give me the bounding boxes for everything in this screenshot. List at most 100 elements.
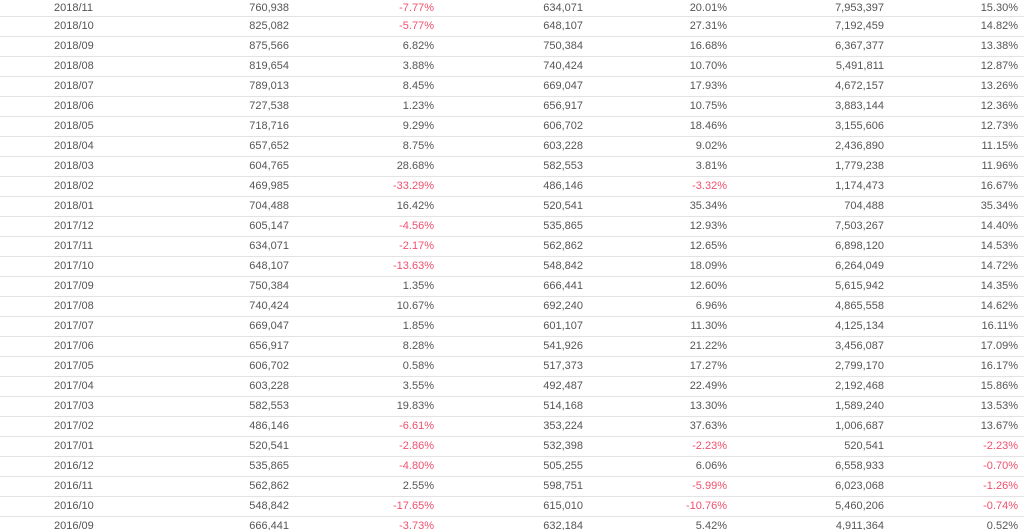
change-b-cell: 17.27%: [589, 356, 733, 377]
cumulative-change-cell: 11.15%: [890, 136, 1024, 157]
value-a-cell: 656,917: [134, 336, 295, 357]
value-b-cell: 692,240: [440, 296, 589, 317]
change-b-cell: 10.75%: [589, 96, 733, 117]
value-a-cell: 669,047: [134, 316, 295, 337]
cumulative-cell: 3,456,087: [733, 336, 890, 357]
change-a-cell: -6.61%: [295, 416, 440, 437]
month-cell: 2018/08: [0, 56, 134, 77]
cumulative-change-cell: -2.23%: [890, 436, 1024, 457]
value-a-cell: 634,071: [134, 236, 295, 257]
table-row: 2017/07 669,047 1.85% 601,107 11.30% 4,125,13…: [0, 316, 1024, 337]
value-b-cell: 603,228: [440, 136, 589, 157]
value-b-cell: 532,398: [440, 436, 589, 457]
table-row: 2017/02 486,146 -6.61% 353,224 37.63% 1,006,6…: [0, 416, 1024, 437]
value-a-cell: 740,424: [134, 296, 295, 317]
cumulative-change-cell: 15.86%: [890, 376, 1024, 397]
change-b-cell: 22.49%: [589, 376, 733, 397]
table-row: 2018/01 704,488 16.42% 520,541 35.34% 704,488…: [0, 196, 1024, 217]
table-row: 2018/04 657,652 8.75% 603,228 9.02% 2,436,890…: [0, 136, 1024, 157]
change-a-cell: -4.80%: [295, 456, 440, 477]
change-b-cell: 10.70%: [589, 56, 733, 77]
change-b-cell: 11.30%: [589, 316, 733, 337]
change-b-cell: 16.68%: [589, 36, 733, 57]
change-a-cell: 8.28%: [295, 336, 440, 357]
value-a-cell: 875,566: [134, 36, 295, 57]
cumulative-change-cell: 14.72%: [890, 256, 1024, 277]
cumulative-cell: 4,672,157: [733, 76, 890, 97]
table-row: 2018/10 825,082 -5.77% 648,107 27.31% 7,192,4…: [0, 16, 1024, 37]
table-row: 2016/10 548,842 -17.65% 615,010 -10.76% 5,460…: [0, 496, 1024, 517]
value-a-cell: 582,553: [134, 396, 295, 417]
table-row: 2017/06 656,917 8.28% 541,926 21.22% 3,456,08…: [0, 336, 1024, 357]
change-a-cell: 16.42%: [295, 196, 440, 217]
month-cell: 2016/10: [0, 496, 134, 517]
value-a-cell: 750,384: [134, 276, 295, 297]
table-row: 2018/03 604,765 28.68% 582,553 3.81% 1,779,23…: [0, 156, 1024, 177]
cumulative-change-cell: 13.38%: [890, 36, 1024, 57]
cumulative-change-cell: -1.26%: [890, 476, 1024, 497]
value-b-cell: 634,071: [440, 0, 589, 17]
month-cell: 2018/01: [0, 196, 134, 217]
cumulative-cell: 4,125,134: [733, 316, 890, 337]
month-cell: 2018/03: [0, 156, 134, 177]
value-b-cell: 669,047: [440, 76, 589, 97]
change-a-cell: -4.56%: [295, 216, 440, 237]
month-cell: 2017/01: [0, 436, 134, 457]
month-cell: 2016/11: [0, 476, 134, 497]
table-row: 2017/04 603,228 3.55% 492,487 22.49% 2,192,46…: [0, 376, 1024, 397]
change-a-cell: 3.55%: [295, 376, 440, 397]
table-row: 2017/11 634,071 -2.17% 562,862 12.65% 6,898,1…: [0, 236, 1024, 257]
cumulative-cell: 2,799,170: [733, 356, 890, 377]
month-cell: 2018/10: [0, 16, 134, 37]
cumulative-cell: 1,006,687: [733, 416, 890, 437]
change-b-cell: 13.30%: [589, 396, 733, 417]
cumulative-cell: 6,558,933: [733, 456, 890, 477]
table-row: 2016/09 666,441 -3.73% 632,184 5.42% 4,911,36…: [0, 516, 1024, 530]
cumulative-change-cell: 11.96%: [890, 156, 1024, 177]
month-cell: 2017/02: [0, 416, 134, 437]
value-a-cell: 486,146: [134, 416, 295, 437]
table-row: 2018/07 789,013 8.45% 669,047 17.93% 4,672,15…: [0, 76, 1024, 97]
value-a-cell: 657,652: [134, 136, 295, 157]
change-a-cell: 1.35%: [295, 276, 440, 297]
value-a-cell: 606,702: [134, 356, 295, 377]
change-a-cell: -17.65%: [295, 496, 440, 517]
value-b-cell: 601,107: [440, 316, 589, 337]
month-cell: 2018/07: [0, 76, 134, 97]
value-a-cell: 604,765: [134, 156, 295, 177]
cumulative-change-cell: 12.73%: [890, 116, 1024, 137]
change-a-cell: 10.67%: [295, 296, 440, 317]
value-b-cell: 514,168: [440, 396, 589, 417]
cumulative-change-cell: 16.11%: [890, 316, 1024, 337]
table-row: 2017/01 520,541 -2.86% 532,398 -2.23% 520,541…: [0, 436, 1024, 457]
value-b-cell: 582,553: [440, 156, 589, 177]
month-cell: 2018/09: [0, 36, 134, 57]
month-cell: 2017/05: [0, 356, 134, 377]
change-b-cell: -10.76%: [589, 496, 733, 517]
table-row: 2017/03 582,553 19.83% 514,168 13.30% 1,589,2…: [0, 396, 1024, 417]
cumulative-cell: 6,264,049: [733, 256, 890, 277]
value-b-cell: 486,146: [440, 176, 589, 197]
cumulative-change-cell: 14.40%: [890, 216, 1024, 237]
month-cell: 2017/12: [0, 216, 134, 237]
month-cell: 2017/07: [0, 316, 134, 337]
cumulative-cell: 1,589,240: [733, 396, 890, 417]
value-a-cell: 548,842: [134, 496, 295, 517]
change-b-cell: 6.06%: [589, 456, 733, 477]
cumulative-cell: 5,615,942: [733, 276, 890, 297]
cumulative-change-cell: 13.26%: [890, 76, 1024, 97]
month-cell: 2016/09: [0, 516, 134, 530]
change-b-cell: 17.93%: [589, 76, 733, 97]
change-a-cell: 8.75%: [295, 136, 440, 157]
cumulative-cell: 1,779,238: [733, 156, 890, 177]
value-a-cell: 819,654: [134, 56, 295, 77]
cumulative-change-cell: 12.87%: [890, 56, 1024, 77]
table-row: 2016/11 562,862 2.55% 598,751 -5.99% 6,023,06…: [0, 476, 1024, 497]
change-a-cell: 8.45%: [295, 76, 440, 97]
cumulative-cell: 6,898,120: [733, 236, 890, 257]
month-cell: 2018/11: [0, 0, 134, 17]
value-b-cell: 666,441: [440, 276, 589, 297]
value-b-cell: 615,010: [440, 496, 589, 517]
table-row: 2018/08 819,654 3.88% 740,424 10.70% 5,491,81…: [0, 56, 1024, 77]
change-b-cell: 21.22%: [589, 336, 733, 357]
